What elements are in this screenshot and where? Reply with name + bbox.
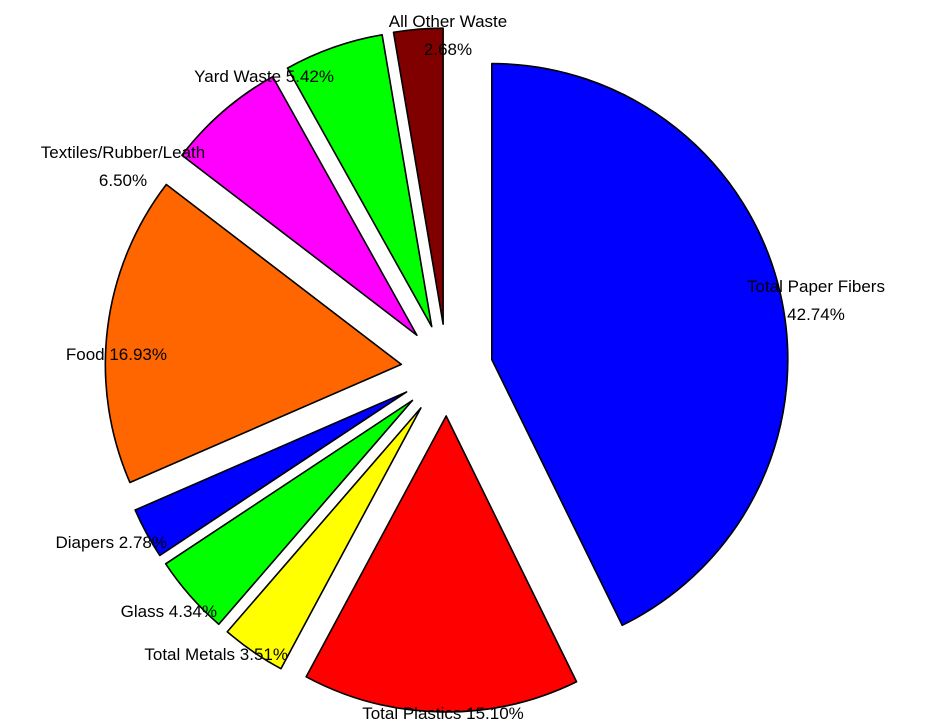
- slice-label-all-other-waste: All Other Waste 2.68%: [389, 12, 507, 59]
- pie-slice-diapers: [134, 391, 408, 557]
- slice-label-total-paper-fibers: Total Paper Fibers 42.74%: [747, 277, 885, 324]
- slice-label-glass: Glass 4.34%: [121, 602, 217, 621]
- pie-labels: Total Paper Fibers 42.74% Total Plastics 1…: [41, 12, 885, 721]
- slice-label-textiles-rubber-leath: Textiles/Rubber/Leath 6.50%: [41, 143, 205, 190]
- slice-label-food: Food 16.93%: [66, 345, 167, 364]
- slice-label-total-plastics: Total Plastics 15.10%: [362, 704, 524, 721]
- pie-slice-glass: [164, 399, 414, 626]
- pie-slice-total-paper-fibers: [491, 62, 789, 627]
- slice-label-diapers: Diapers 2.78%: [55, 533, 167, 552]
- slice-label-yard-waste: Yard Waste 5.42%: [194, 67, 334, 86]
- pie-slice-all-other-waste: [392, 27, 444, 325]
- pie-slices: [104, 27, 789, 713]
- pie-slice-total-plastics: [305, 415, 578, 713]
- pie-slice-food: [104, 183, 403, 484]
- pie-slice-total-metals: [226, 407, 422, 670]
- pie-slice-textiles-rubber-leath: [181, 75, 418, 337]
- slice-label-total-metals: Total Metals 3.51%: [144, 645, 288, 664]
- pie-slice-yard-waste: [286, 34, 433, 328]
